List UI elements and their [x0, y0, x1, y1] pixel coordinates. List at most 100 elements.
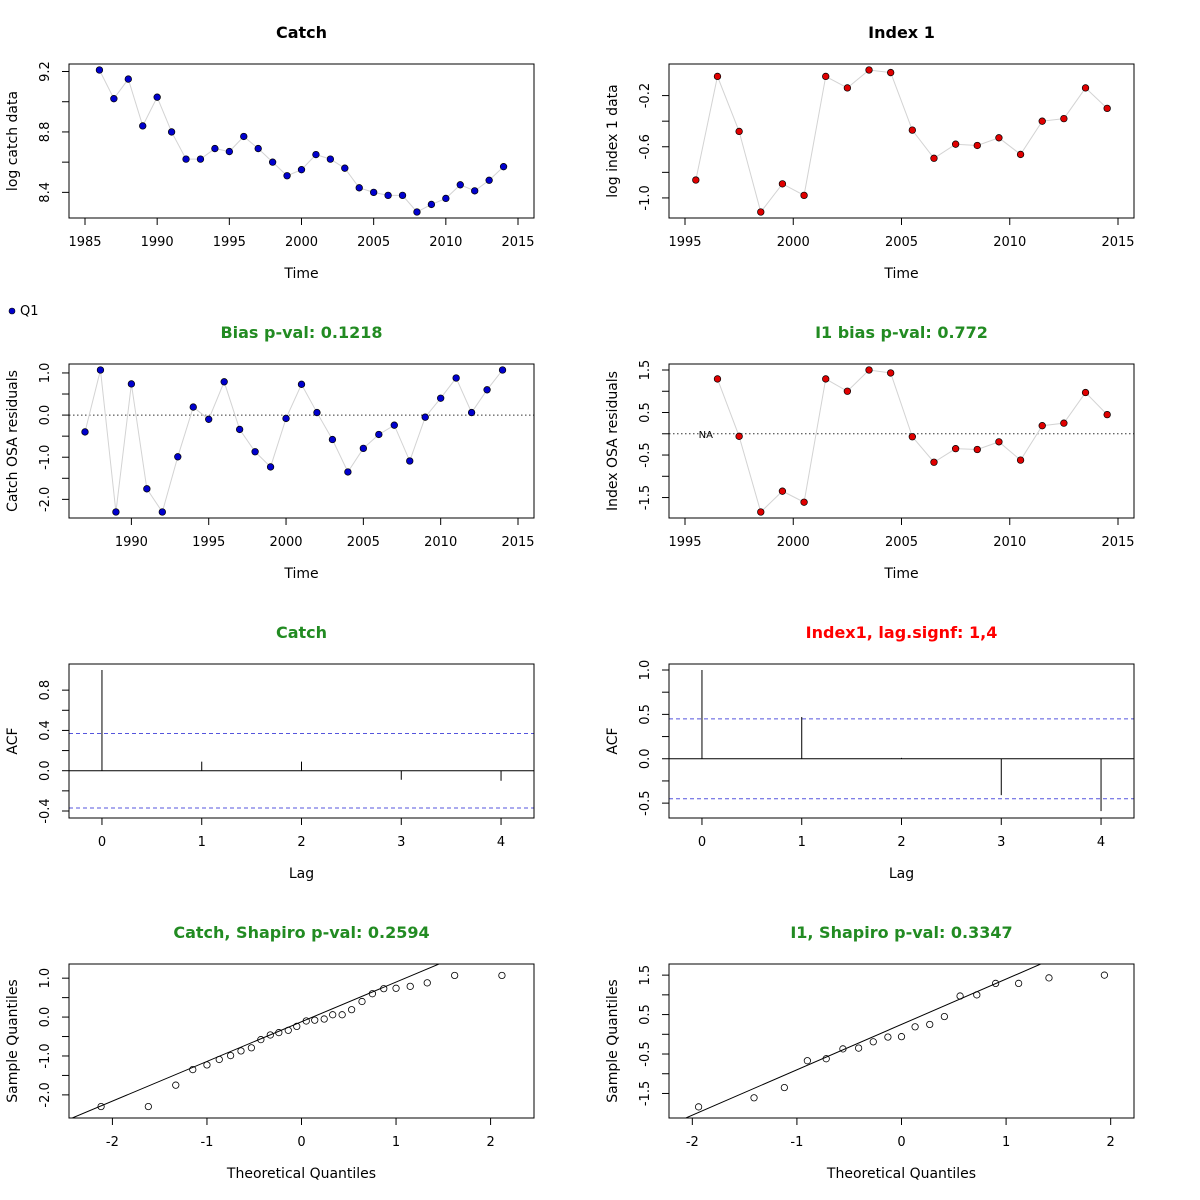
data-point	[143, 485, 151, 493]
data-point	[380, 985, 388, 993]
data-point	[203, 1061, 211, 1069]
data-point	[951, 140, 960, 148]
data-point	[869, 1038, 877, 1046]
plot-frame	[68, 663, 535, 819]
x-axis-label: Theoretical Quantiles	[826, 1166, 976, 1182]
x-tick-label: -2	[106, 1135, 119, 1150]
data-point	[384, 191, 392, 200]
data-point	[392, 984, 400, 992]
data-point	[911, 1023, 919, 1031]
data-point	[437, 394, 445, 402]
y-axis-label: ACF	[605, 727, 621, 754]
x-axis-label: Time	[883, 566, 918, 582]
y-tick-label: -0.5	[638, 1041, 653, 1066]
data-point	[398, 191, 407, 200]
catch-qq-panel: Catch, Shapiro p-val: 0.2594 Theoretical …	[5, 923, 535, 1182]
data-point	[189, 403, 197, 411]
data-point	[282, 414, 290, 423]
x-tick-label: 0	[698, 835, 706, 850]
data-point	[275, 1029, 283, 1037]
data-point	[778, 180, 787, 188]
data-point	[694, 1103, 703, 1111]
data-point	[297, 166, 306, 174]
data-point	[956, 992, 964, 1000]
data-point	[182, 155, 190, 163]
data-point	[297, 380, 306, 388]
data-point	[110, 95, 118, 103]
x-tick-label: 2	[486, 1135, 494, 1150]
data-point	[338, 1011, 346, 1019]
panel-title: Catch	[276, 623, 327, 642]
x-tick-label: 1990	[141, 235, 174, 250]
panel-title: Catch	[276, 23, 327, 42]
data-point	[951, 445, 960, 453]
data-point	[1060, 114, 1068, 123]
x-tick-label: 2000	[777, 535, 810, 550]
data-point	[930, 154, 938, 162]
data-point	[483, 386, 491, 394]
data-point	[1060, 419, 1068, 427]
data-point	[822, 72, 830, 81]
data-point	[713, 375, 722, 383]
data-point	[1081, 388, 1090, 397]
panel-title: Index1, lag.signf: 1,4	[806, 623, 998, 642]
data-point	[887, 68, 895, 77]
data-point	[498, 366, 507, 374]
data-point	[240, 132, 248, 141]
series-line	[84, 369, 503, 514]
data-point	[406, 457, 414, 465]
panel-title: Index 1	[868, 23, 935, 42]
x-tick-label: 0	[297, 1135, 305, 1150]
data-point	[973, 141, 981, 150]
x-tick-label: 4	[1097, 835, 1105, 850]
x-axis-label: Lag	[889, 866, 914, 882]
data-point	[735, 127, 743, 136]
y-tick-label: 9.2	[38, 61, 53, 82]
data-point	[427, 200, 436, 209]
data-point	[865, 66, 873, 74]
data-point	[930, 458, 938, 466]
x-tick-label: 2	[1107, 1135, 1115, 1150]
data-point	[144, 1102, 152, 1111]
data-point	[302, 1017, 310, 1025]
x-tick-label: 1995	[668, 535, 701, 550]
data-point	[158, 508, 166, 516]
y-tick-label: 0.0	[38, 1007, 53, 1028]
data-point	[800, 498, 808, 506]
data-point	[499, 163, 508, 171]
data-point	[257, 1036, 265, 1044]
data-point	[153, 93, 161, 101]
data-point	[926, 1020, 934, 1029]
data-point	[251, 448, 259, 456]
series-line	[717, 369, 1108, 513]
data-point	[328, 435, 337, 444]
y-tick-label: 1.5	[638, 965, 653, 986]
x-axis-label: Lag	[289, 866, 314, 882]
data-point	[897, 1033, 906, 1041]
data-point	[421, 413, 429, 421]
data-point	[266, 1031, 274, 1039]
plot-frame	[68, 363, 535, 519]
x-tick-label: 2000	[777, 235, 810, 250]
data-point	[803, 1057, 811, 1065]
qq-line	[70, 964, 441, 1118]
na-annotation: NA	[699, 430, 713, 441]
data-point	[344, 468, 352, 476]
data-point	[467, 408, 476, 417]
data-point	[471, 187, 479, 195]
data-point	[127, 380, 136, 388]
data-point	[348, 1006, 356, 1014]
plot-frame	[668, 63, 1135, 219]
data-point	[205, 415, 213, 423]
data-point	[211, 144, 219, 153]
y-tick-label: 1.0	[638, 660, 653, 681]
panel-title: I1, Shapiro p-val: 0.3347	[790, 923, 1012, 942]
data-point	[355, 184, 363, 192]
data-point	[254, 144, 262, 153]
plot-area	[692, 66, 1111, 216]
x-axis-label: Time	[283, 266, 318, 282]
data-point	[992, 979, 1000, 988]
data-point	[189, 1065, 197, 1074]
x-tick-label: 2	[897, 835, 905, 850]
